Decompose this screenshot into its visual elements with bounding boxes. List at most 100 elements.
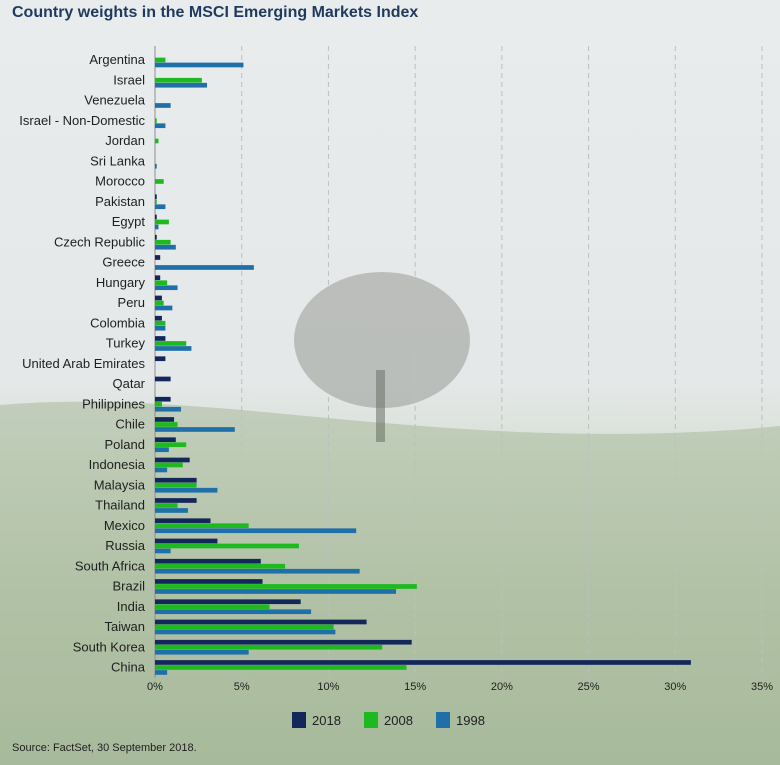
category-label: Qatar (112, 376, 145, 391)
bar-2008 (155, 199, 157, 205)
bar-2018 (155, 498, 197, 503)
category-labels: Argentina Israel Venezuela Israel - Non-Dom… (19, 52, 145, 675)
category-label: Malaysia (94, 477, 146, 492)
bar-2008 (155, 442, 187, 448)
category-label: Egypt (112, 214, 146, 229)
category-label: China (111, 660, 146, 675)
bar-1998 (155, 609, 312, 615)
bar-1998 (155, 204, 166, 210)
x-tick-label: 30% (664, 681, 686, 693)
bar-1998 (155, 346, 192, 351)
chart-title: Country weights in the MSCI Emerging Mar… (12, 4, 419, 21)
bar-1998 (155, 467, 168, 473)
x-tick-label: 20% (491, 681, 513, 693)
bar-2018 (155, 194, 157, 200)
category-label: South Korea (73, 639, 146, 654)
bar-1998 (155, 528, 357, 534)
bar-2008 (155, 138, 159, 144)
bar-2008 (155, 503, 178, 508)
legend: 2018 2008 1998 (292, 712, 485, 728)
category-label: Pakistan (95, 194, 145, 209)
category-label: Chile (115, 417, 145, 432)
bar-2018 (155, 275, 161, 281)
bar-2018 (155, 356, 166, 362)
bar-2018 (155, 417, 175, 422)
category-label: Jordan (105, 133, 145, 148)
bar-2008 (155, 57, 166, 63)
bar-1998 (155, 123, 166, 129)
category-label: Sri Lanka (90, 153, 146, 168)
x-tick-label: 0% (147, 681, 163, 693)
category-label: Thailand (95, 498, 145, 513)
bar-1998 (155, 589, 397, 594)
bar-2018 (155, 579, 263, 584)
bar-2018 (155, 234, 157, 240)
bar-2018 (155, 558, 261, 564)
bar-1998 (155, 406, 182, 412)
category-label: Argentina (89, 52, 145, 67)
bar-2008 (155, 563, 286, 569)
bar-2008 (155, 401, 162, 407)
bar-2018 (155, 376, 171, 382)
bar-2008 (155, 239, 171, 245)
bar-1998 (155, 163, 157, 169)
bar-2008 (155, 604, 270, 610)
x-tick-label: 25% (578, 681, 600, 693)
bar-2008 (155, 462, 183, 468)
category-label: Greece (102, 255, 145, 270)
legend-swatch-1998 (436, 712, 450, 728)
bar-2008 (155, 482, 197, 488)
bar-2018 (155, 518, 211, 524)
bar-2008 (155, 665, 407, 670)
source-note: Source: FactSet, 30 September 2018. (12, 742, 197, 754)
bar-2008 (155, 523, 249, 529)
bar-1998 (155, 62, 244, 68)
bar-1998 (155, 487, 218, 493)
bar-1998 (155, 224, 159, 230)
category-label: Venezuela (84, 93, 145, 108)
bar-2008 (155, 118, 157, 124)
category-label: Czech Republic (54, 234, 146, 249)
bar-2018 (155, 437, 176, 443)
category-label: South Africa (75, 558, 146, 573)
bar-2018 (155, 255, 161, 260)
category-label: Russia (105, 538, 146, 553)
bar-2018 (155, 477, 197, 483)
bar-1998 (155, 508, 188, 513)
x-axis-ticks: 0% 5% 10% 15% 20% 25% 30% 35% (147, 681, 773, 693)
category-label: Colombia (90, 315, 146, 330)
bar-2018 (155, 214, 157, 220)
category-label: United Arab Emirates (22, 356, 145, 371)
bar-2008 (155, 219, 169, 225)
bar-2008 (155, 280, 168, 286)
bar-1998 (155, 325, 166, 331)
bar-1998 (155, 649, 249, 655)
category-label: Brazil (112, 579, 145, 594)
x-tick-label: 10% (317, 681, 339, 693)
category-label: Israel - Non-Domestic (19, 113, 145, 128)
bar-2008 (155, 624, 334, 630)
bar-2018 (155, 599, 301, 605)
bar-2008 (155, 320, 166, 326)
category-label: Peru (118, 295, 145, 310)
category-label: Hungary (96, 275, 146, 290)
category-label: Poland (105, 437, 145, 452)
legend-label: 2018 (312, 713, 341, 728)
bar-2018 (155, 619, 367, 625)
bar-2018 (155, 660, 691, 665)
bars (155, 57, 691, 675)
category-label: Mexico (104, 518, 145, 533)
bar-2008 (155, 644, 383, 650)
legend-label: 1998 (456, 713, 485, 728)
bar-2018 (155, 457, 190, 463)
x-tick-label: 5% (234, 681, 250, 693)
bar-1998 (155, 265, 254, 270)
bar-1998 (155, 568, 360, 574)
bar-1998 (155, 103, 171, 108)
bar-1998 (155, 244, 176, 250)
category-label: India (117, 599, 146, 614)
bar-2008 (155, 584, 417, 589)
category-label: Indonesia (89, 457, 146, 472)
legend-swatch-2018 (292, 712, 306, 728)
x-tick-label: 35% (751, 681, 773, 693)
